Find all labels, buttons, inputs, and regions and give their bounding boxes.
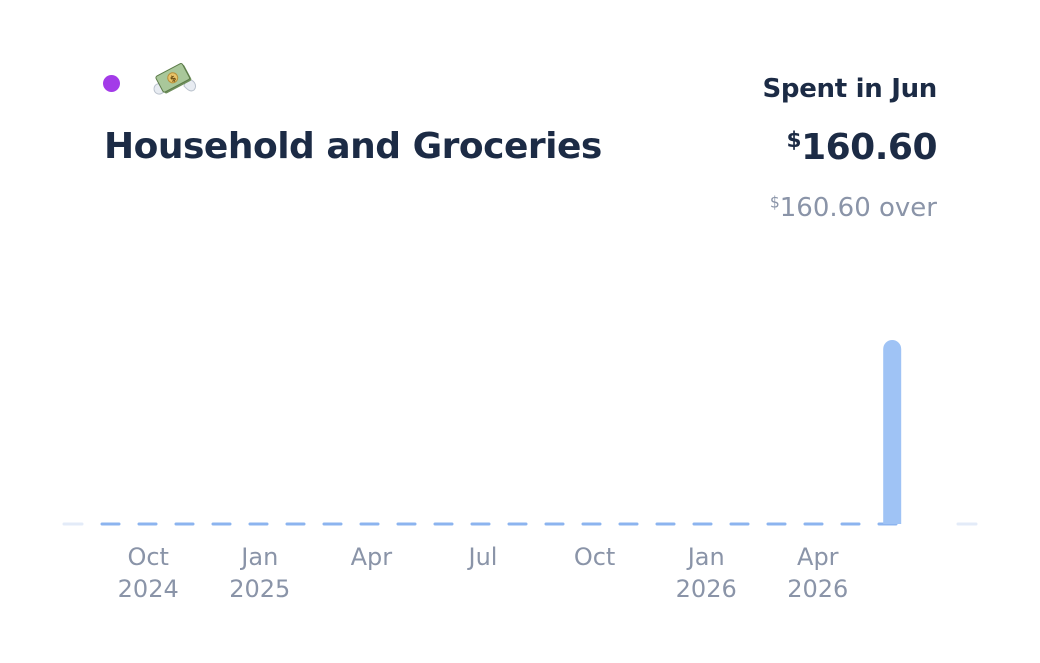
spent-amount: $160.60 bbox=[786, 127, 938, 168]
over-label: over bbox=[870, 193, 937, 223]
x-tick-year-label: 2026 bbox=[787, 575, 848, 603]
x-tick-label: Oct bbox=[127, 543, 169, 571]
x-tick-label: Apr bbox=[797, 543, 839, 571]
bar-jun-2026 bbox=[883, 340, 902, 524]
x-tick-label: Oct bbox=[574, 543, 616, 571]
x-tick-label: Apr bbox=[351, 543, 393, 571]
x-tick-year-label: 2024 bbox=[118, 575, 179, 603]
x-tick-label: Jan bbox=[239, 543, 278, 571]
over-amount-value: 160.60 bbox=[779, 193, 871, 223]
x-tick-label: Jan bbox=[686, 543, 725, 571]
spent-period-label: Spent in Jun bbox=[762, 74, 937, 104]
svg-text:$: $ bbox=[169, 73, 179, 84]
over-budget-text: $160.60 over bbox=[770, 193, 937, 223]
x-tick-year-label: 2025 bbox=[229, 575, 290, 603]
currency-symbol: $ bbox=[786, 128, 802, 154]
spent-amount-value: 160.60 bbox=[801, 127, 937, 168]
category-title: Household and Groceries bbox=[104, 126, 602, 167]
x-tick-label: Jul bbox=[467, 543, 498, 571]
category-color-dot bbox=[103, 75, 120, 92]
currency-symbol: $ bbox=[769, 193, 780, 212]
x-tick-year-label: 2026 bbox=[676, 575, 737, 603]
money-with-wings-icon: $ bbox=[152, 60, 198, 102]
